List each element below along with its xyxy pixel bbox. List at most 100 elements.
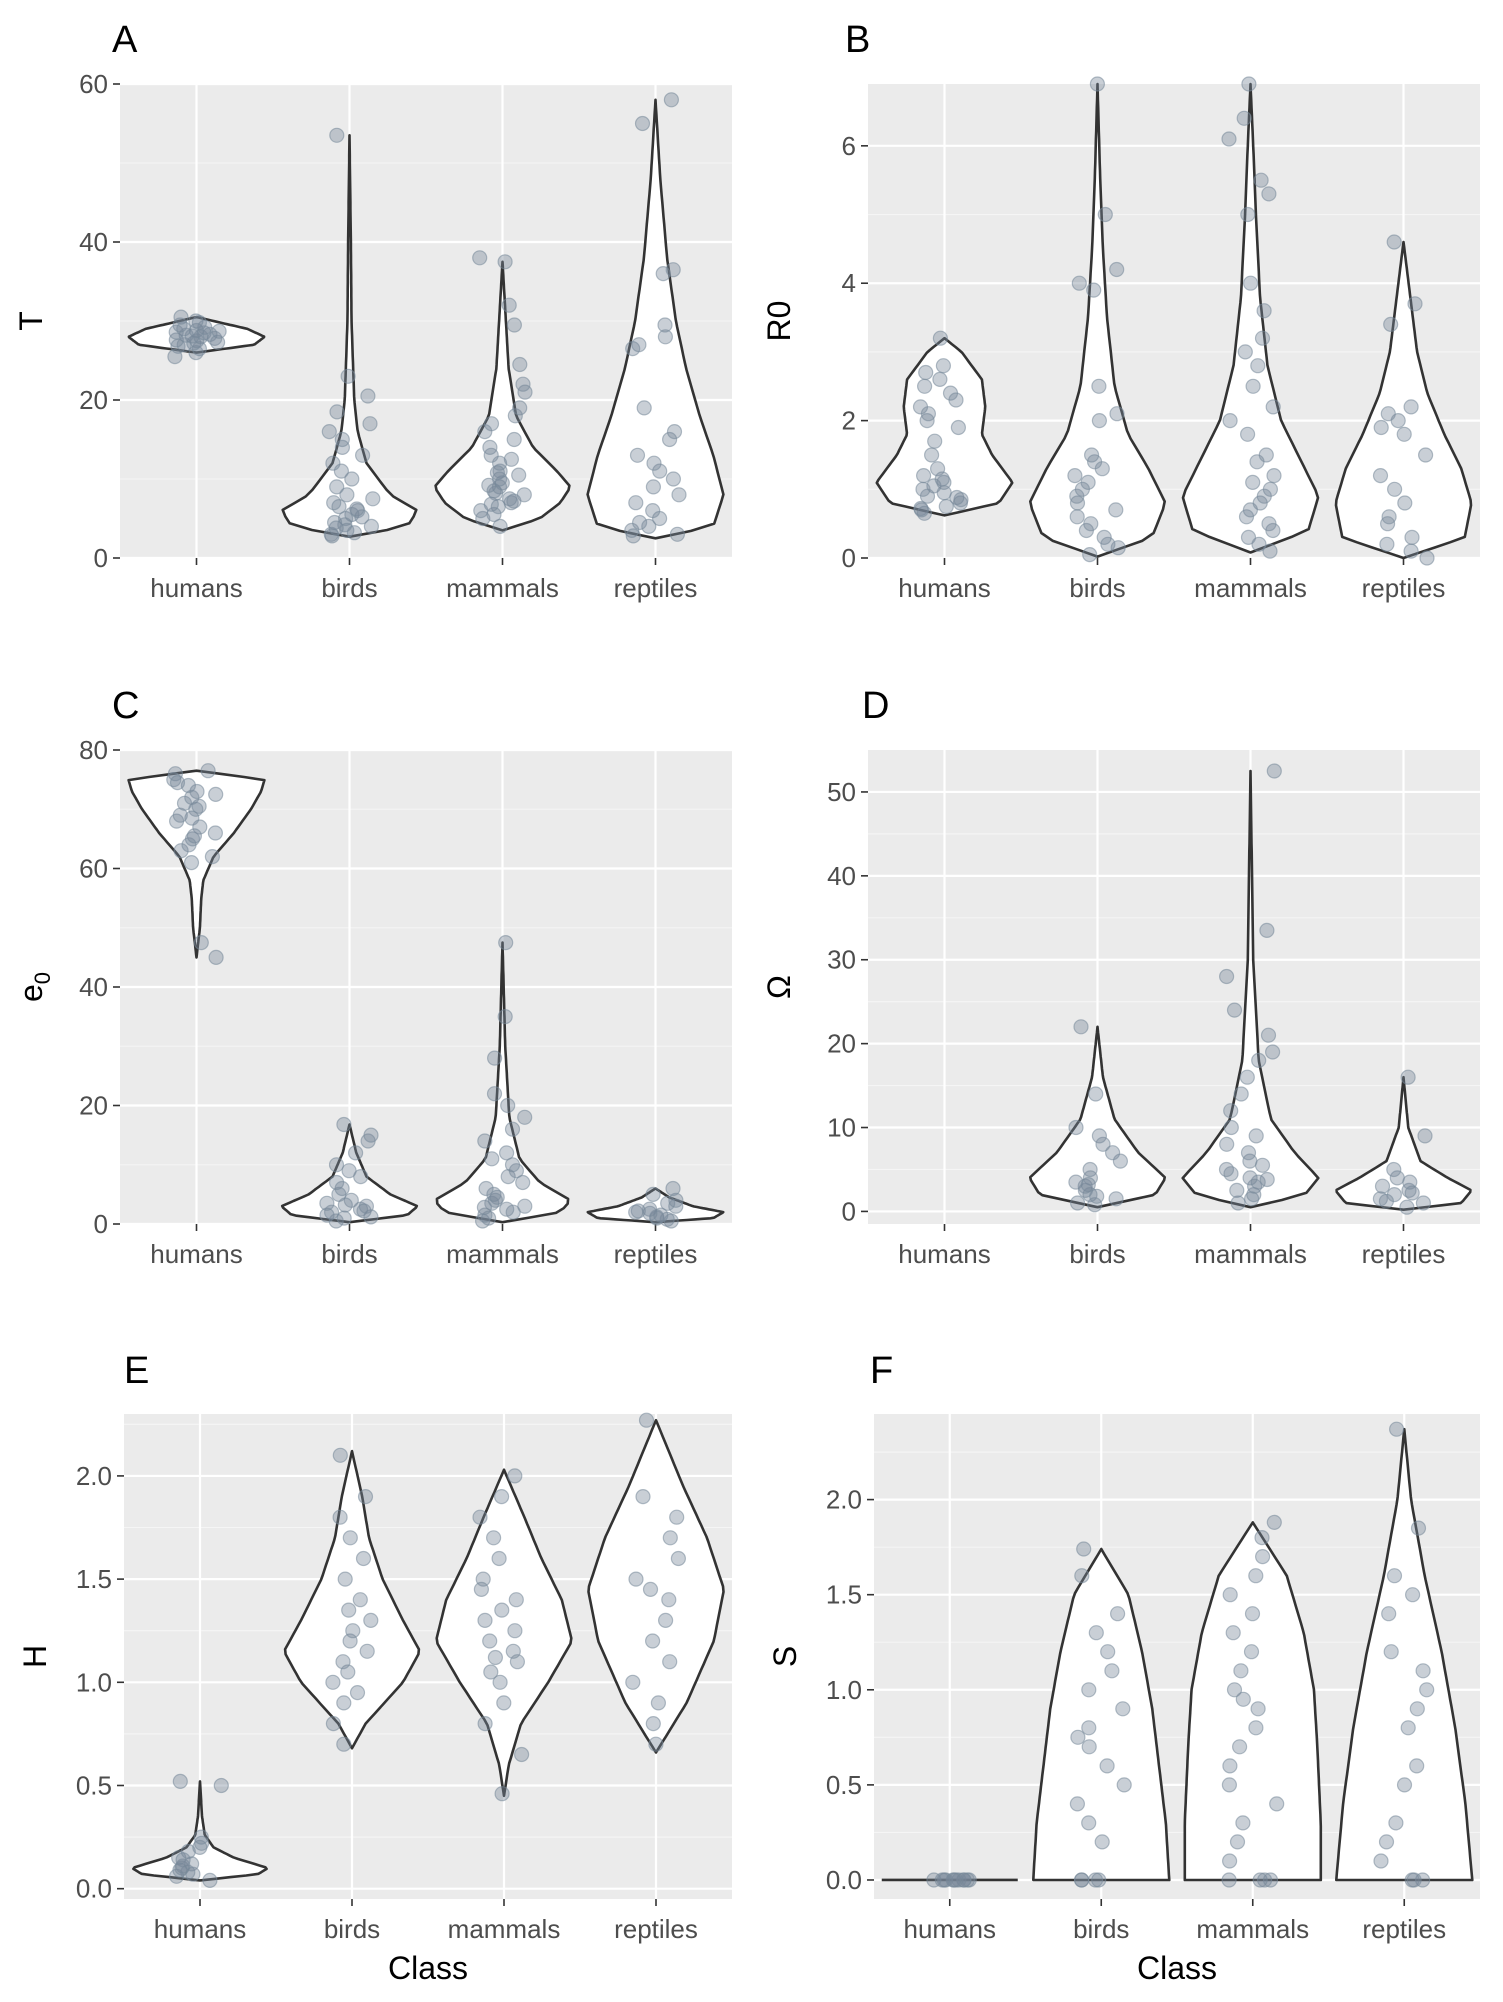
data-point-reptiles xyxy=(657,1612,674,1629)
data-point-mammals xyxy=(517,1109,533,1125)
data-point-humans xyxy=(193,934,209,951)
data-point-reptiles xyxy=(652,463,668,479)
data-point-birds xyxy=(1076,1541,1092,1557)
data-point-mammals xyxy=(1226,1682,1243,1698)
data-point-birds xyxy=(337,1571,353,1587)
x-tick-label-humans: humans xyxy=(150,1239,243,1269)
violin-birds xyxy=(281,134,418,538)
x-tick-label-birds: birds xyxy=(321,1239,377,1269)
data-point-reptiles xyxy=(1409,1701,1425,1717)
data-point-birds xyxy=(1087,1872,1104,1888)
data-point-reptiles xyxy=(1386,481,1403,497)
data-point-mammals xyxy=(1262,543,1278,559)
data-point-mammals xyxy=(1236,110,1252,126)
data-point-birds xyxy=(326,495,342,511)
data-point-birds xyxy=(325,455,341,471)
data-point-humans xyxy=(932,371,948,387)
data-point-mammals xyxy=(1222,1587,1238,1603)
panel-tag: A xyxy=(112,19,138,61)
data-point-reptiles xyxy=(669,1509,685,1525)
data-point-reptiles xyxy=(1414,1872,1431,1888)
data-point-reptiles xyxy=(650,1695,667,1711)
data-point-mammals xyxy=(491,1550,507,1567)
data-point-reptiles xyxy=(1378,1193,1395,1209)
data-point-reptiles xyxy=(1383,1644,1399,1660)
violin-mammals xyxy=(1183,1521,1323,1882)
data-point-reptiles xyxy=(628,495,644,511)
y-tick-label: 2.0 xyxy=(76,1461,112,1491)
data-point-birds xyxy=(325,1715,341,1732)
data-point-reptiles xyxy=(1396,1777,1413,1793)
data-point-birds xyxy=(357,1488,374,1505)
data-point-birds xyxy=(337,517,353,533)
x-tick-label-mammals: mammals xyxy=(446,573,559,603)
data-point-mammals xyxy=(517,1198,533,1214)
violin-mammals xyxy=(434,260,571,532)
data-point-reptiles xyxy=(1407,296,1423,312)
data-point-humans xyxy=(932,330,949,346)
data-point-reptiles xyxy=(641,1201,658,1217)
data-point-birds xyxy=(334,439,350,455)
data-point-mammals xyxy=(1237,344,1253,360)
data-point-humans xyxy=(948,1872,964,1888)
data-point-birds xyxy=(1089,76,1106,92)
data-point-humans xyxy=(926,1872,942,1888)
data-point-birds xyxy=(1099,1758,1115,1774)
data-point-mammals xyxy=(482,1633,498,1649)
data-point-humans xyxy=(934,471,950,487)
data-point-reptiles xyxy=(1373,1853,1389,1869)
x-tick-label-humans: humans xyxy=(154,1914,247,1944)
data-point-mammals xyxy=(472,1509,488,1525)
data-point-reptiles xyxy=(636,400,652,416)
violin-birds xyxy=(1029,82,1166,558)
data-point-humans xyxy=(913,500,929,517)
data-point-mammals xyxy=(1264,1044,1281,1060)
data-point-reptiles xyxy=(666,424,683,440)
data-point-birds xyxy=(1088,1086,1104,1102)
data-point-mammals xyxy=(504,1157,521,1173)
data-point-reptiles xyxy=(638,1412,655,1428)
data-point-mammals xyxy=(1233,1663,1249,1679)
data-point-reptiles xyxy=(630,1203,646,1219)
data-point-birds xyxy=(324,1204,340,1220)
y-tick-label: 50 xyxy=(827,777,856,807)
data-point-birds xyxy=(1081,1720,1097,1736)
data-point-mammals xyxy=(497,1008,513,1025)
y-tick-label: 2.0 xyxy=(826,1485,862,1515)
data-point-reptiles xyxy=(669,526,686,542)
data-point-mammals xyxy=(1254,1157,1271,1173)
violin-birds xyxy=(283,1449,421,1750)
data-point-mammals xyxy=(502,491,518,507)
data-point-birds xyxy=(1081,1815,1097,1831)
data-point-humans xyxy=(183,854,200,871)
y-tick-label: 10 xyxy=(827,1113,856,1143)
data-point-birds xyxy=(1081,1682,1097,1698)
panel-background xyxy=(868,750,1480,1224)
y-tick-label: 1.5 xyxy=(76,1564,112,1594)
y-tick-label: 40 xyxy=(827,861,856,891)
violin-birds xyxy=(280,1123,419,1224)
data-point-birds xyxy=(1082,1161,1098,1178)
data-point-mammals xyxy=(1241,76,1257,92)
data-point-mammals xyxy=(506,317,523,333)
data-point-mammals xyxy=(497,254,513,270)
data-point-mammals xyxy=(1266,1514,1282,1531)
data-point-mammals xyxy=(487,1649,503,1666)
data-point-birds xyxy=(329,404,345,420)
data-point-mammals xyxy=(1240,529,1257,546)
data-point-mammals xyxy=(511,467,527,483)
data-point-birds xyxy=(1109,1606,1126,1622)
data-point-mammals xyxy=(1219,1136,1235,1152)
data-point-birds xyxy=(349,501,365,517)
data-point-humans xyxy=(193,1829,209,1845)
data-point-birds xyxy=(1083,516,1099,532)
data-point-birds xyxy=(1089,1188,1105,1204)
y-tick-label: 0 xyxy=(842,1196,856,1226)
data-point-birds xyxy=(1104,1145,1121,1161)
data-point-humans xyxy=(189,783,205,800)
data-point-mammals xyxy=(476,1199,492,1216)
panel-tag: E xyxy=(124,1350,149,1392)
data-point-birds xyxy=(335,1654,351,1670)
x-tick-label-mammals: mammals xyxy=(448,1914,561,1944)
